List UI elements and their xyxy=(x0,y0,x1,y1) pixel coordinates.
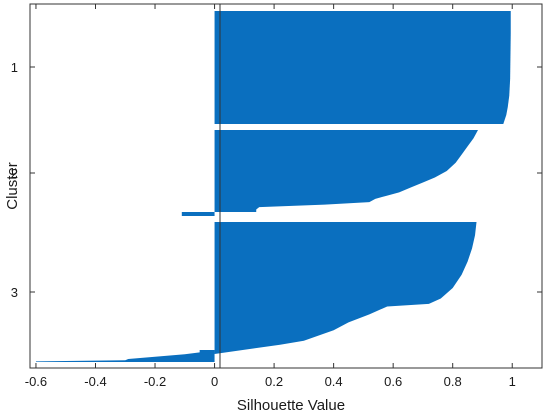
x-tick-label: 0.8 xyxy=(444,374,462,389)
x-tick-label: 0.6 xyxy=(384,374,402,389)
x-tick-label: 1 xyxy=(509,374,516,389)
plot-frame xyxy=(29,3,543,369)
cluster-1-silhouette xyxy=(214,11,511,124)
x-tick-label: -0.4 xyxy=(84,374,106,389)
cluster-3-silhouette xyxy=(214,222,477,354)
x-axis: -0.6 -0.4 -0.2 0 0.2 0.4 0.6 0.8 1 xyxy=(25,4,516,389)
cluster-2-negative-silhouette xyxy=(181,212,215,216)
cluster-2-silhouette xyxy=(214,130,478,212)
y-tick-label: 3 xyxy=(11,285,18,300)
y-axis-label: Cluster xyxy=(4,162,21,210)
x-tick-label: 0 xyxy=(211,374,218,389)
silhouette-bars xyxy=(35,11,511,362)
y-axis: 1 2 3 xyxy=(11,60,542,300)
cluster-3-negative-silhouette xyxy=(35,350,215,362)
x-tick-label: 0.2 xyxy=(265,374,283,389)
x-tick-label: 0.4 xyxy=(325,374,343,389)
y-tick-label: 2 xyxy=(11,166,18,181)
x-axis-label: Silhouette Value xyxy=(237,397,345,414)
x-tick-label: -0.6 xyxy=(25,374,47,389)
x-tick-label: -0.2 xyxy=(144,374,166,389)
y-tick-label: 1 xyxy=(11,60,18,75)
